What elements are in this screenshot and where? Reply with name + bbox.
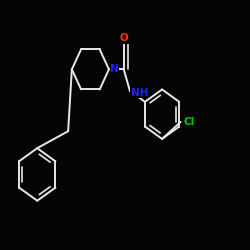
Text: O: O [120, 34, 128, 43]
Text: Cl: Cl [184, 117, 195, 127]
Text: NH: NH [131, 88, 148, 98]
Text: N: N [110, 64, 119, 74]
